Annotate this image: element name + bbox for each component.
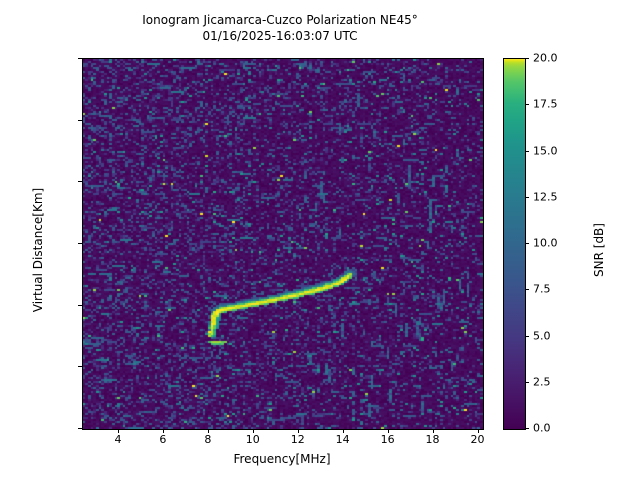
ionogram-heatmap-canvas — [83, 59, 483, 429]
y-tick-mark — [78, 304, 82, 306]
x-tick-label: 6 — [159, 433, 167, 446]
heatmap-plot-area — [82, 58, 484, 430]
colorbar-tick-label: 7.5 — [533, 282, 551, 296]
x-tick-label: 10 — [245, 433, 260, 446]
x-tick-label: 20 — [470, 433, 485, 446]
x-tick-label: 18 — [425, 433, 440, 446]
colorbar-tick-label: 12.5 — [533, 190, 558, 204]
colorbar — [503, 58, 526, 430]
x-tick-mark — [117, 429, 119, 433]
x-tick-mark — [477, 429, 479, 433]
y-tick-mark — [78, 428, 82, 429]
x-tick-mark — [252, 429, 254, 433]
colorbar-tick-mark — [525, 58, 529, 59]
colorbar-tick-label: 17.5 — [533, 97, 558, 111]
y-tick-mark — [78, 366, 82, 368]
x-axis-label: Frequency[MHz] — [233, 452, 331, 466]
x-tick-label: 12 — [290, 433, 305, 446]
y-tick-mark — [78, 243, 82, 244]
x-tick-mark — [297, 429, 299, 433]
colorbar-tick-mark — [525, 381, 529, 383]
y-tick-mark — [78, 181, 82, 183]
x-tick-label: 16 — [380, 433, 395, 446]
x-tick-mark — [432, 429, 434, 433]
colorbar-label: SNR [dB] — [592, 223, 606, 277]
x-tick-label: 4 — [114, 433, 122, 446]
x-tick-label: 14 — [335, 433, 350, 446]
colorbar-tick-mark — [525, 428, 529, 429]
colorbar-tick-label: 15.0 — [533, 144, 558, 157]
x-tick-mark — [162, 429, 164, 433]
colorbar-tick-mark — [525, 289, 529, 291]
x-tick-label: 8 — [204, 433, 212, 446]
colorbar-tick-mark — [525, 104, 529, 106]
colorbar-tick-mark — [525, 150, 529, 152]
colorbar-tick-label: 0.0 — [533, 421, 551, 435]
x-tick-mark — [207, 429, 209, 433]
colorbar-tick-label: 10.0 — [533, 236, 558, 250]
colorbar-tick-mark — [525, 335, 529, 337]
colorbar-tick-label: 20.0 — [533, 51, 558, 65]
y-tick-mark — [78, 119, 82, 121]
colorbar-tick-label: 2.5 — [533, 375, 551, 389]
y-tick-mark — [78, 58, 82, 59]
chart-title: Ionogram Jicamarca-Cuzco Polarization NE… — [142, 13, 418, 43]
x-tick-mark — [387, 429, 389, 433]
colorbar-tick-mark — [525, 243, 529, 244]
colorbar-tick-label: 5.0 — [533, 329, 551, 342]
colorbar-tick-mark — [525, 196, 529, 198]
x-tick-mark — [342, 429, 344, 433]
y-axis-label: Virtual Distance[Km] — [31, 187, 45, 313]
